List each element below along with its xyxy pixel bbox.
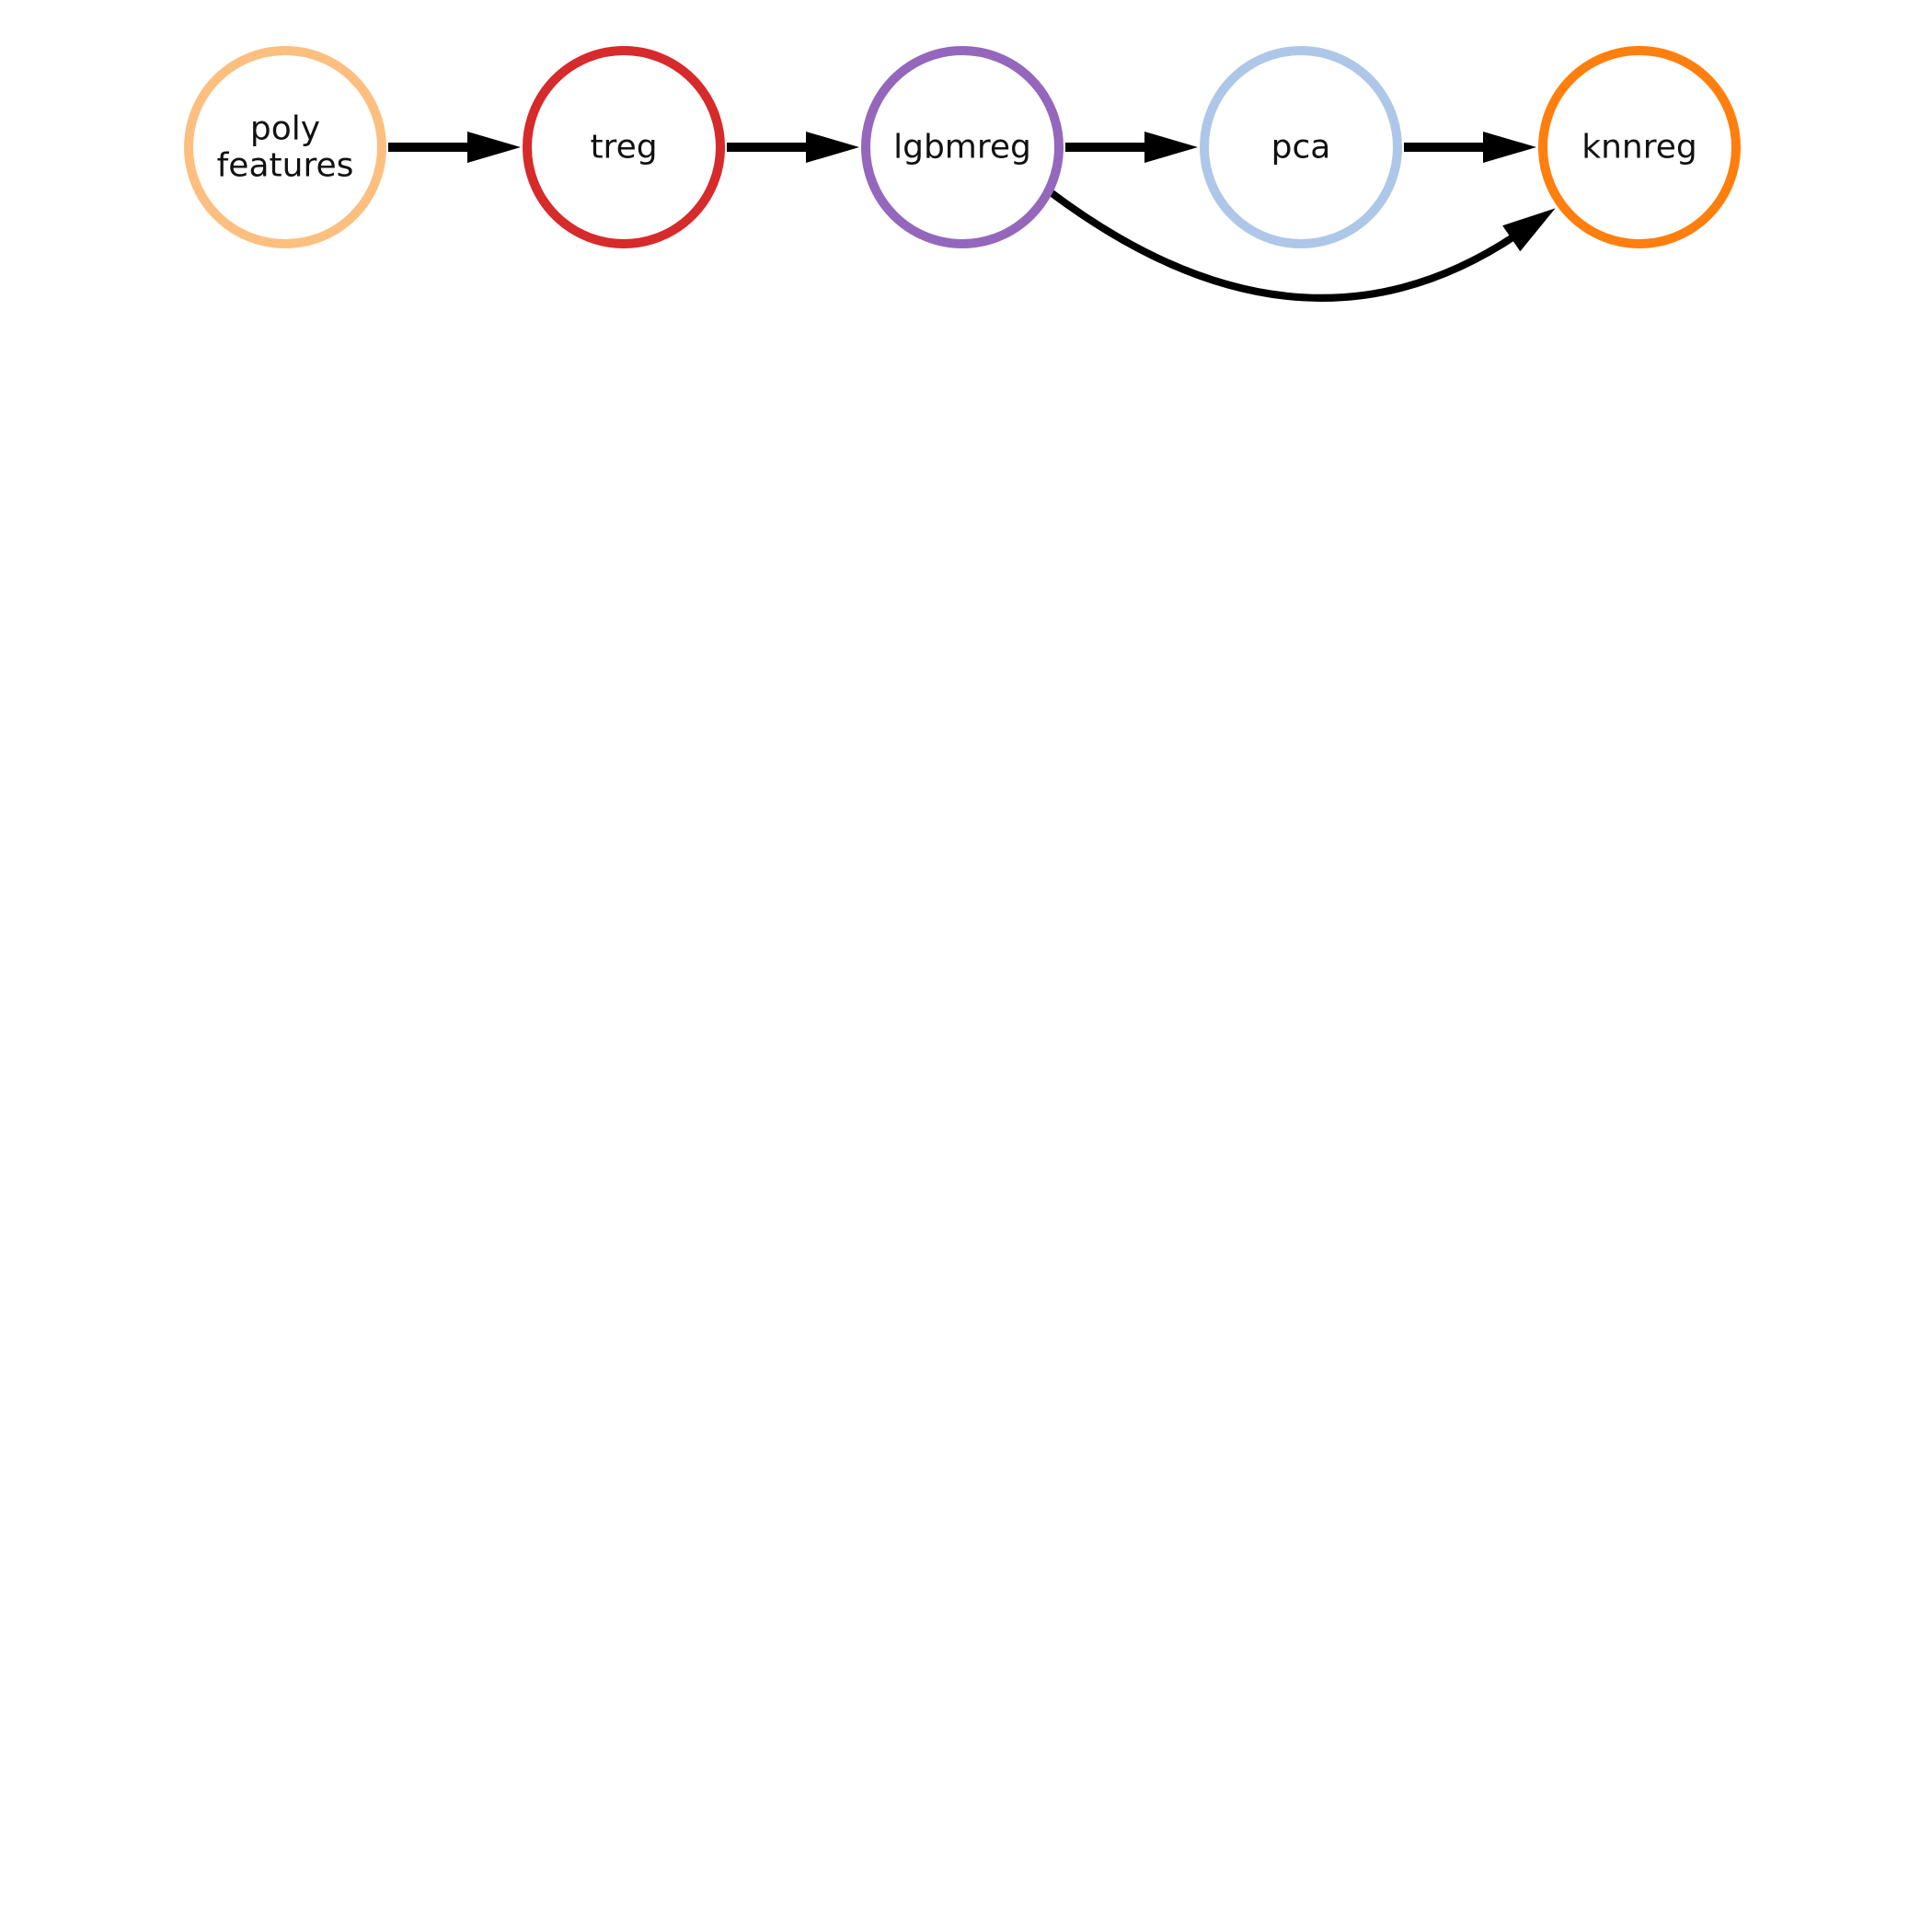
node-circle xyxy=(861,46,1064,248)
edge-lgbmreg-to-pca xyxy=(1065,132,1198,163)
node-knnreg[interactable]: knnreg xyxy=(1538,46,1741,248)
node-label: treg xyxy=(590,129,657,167)
edge-pca-to-knnreg xyxy=(1404,132,1536,163)
edge-arrowhead xyxy=(1483,132,1536,163)
edge-poly-features-to-treg xyxy=(388,132,521,163)
node-label: pca xyxy=(1271,129,1331,167)
node-label: poly xyxy=(250,110,320,148)
edge-lgbmreg-to-knnreg xyxy=(1047,189,1556,302)
edge-treg-to-lgbmreg xyxy=(727,132,859,163)
node-circle xyxy=(1538,46,1741,248)
node-label: lgbmreg xyxy=(893,129,1031,167)
edges-layer xyxy=(388,132,1556,302)
node-pca[interactable]: pca xyxy=(1200,46,1402,248)
edge-arrowhead xyxy=(1144,132,1198,163)
node-circle xyxy=(1200,46,1402,248)
edge-curve xyxy=(1047,189,1524,302)
edge-arrowhead xyxy=(467,132,521,163)
node-treg[interactable]: treg xyxy=(523,46,725,248)
node-label: features xyxy=(217,147,354,185)
node-lgbmreg[interactable]: lgbmreg xyxy=(861,46,1064,248)
node-label: knnreg xyxy=(1581,129,1697,167)
node-circle xyxy=(184,46,386,248)
edge-arrowhead xyxy=(1502,208,1556,252)
edge-arrowhead xyxy=(806,132,859,163)
node-circle xyxy=(523,46,725,248)
